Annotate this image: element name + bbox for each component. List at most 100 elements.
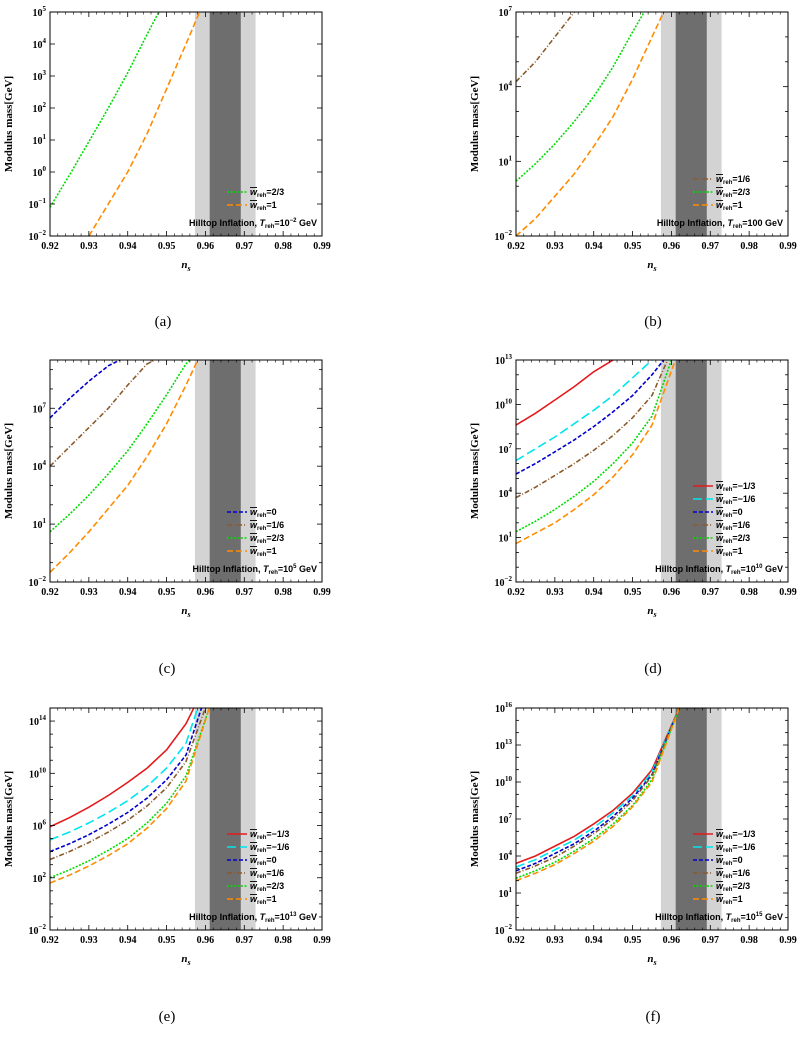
y-tick-exp: 0 [43,165,47,173]
legend-w: w [716,187,724,197]
panel-c: 0.92 0.93 0.94 0.95 0.96 0.97 0.98 0.9910−21011… [3,359,331,619]
note-T-sub: reh [731,570,741,576]
legend-sub: reh [723,513,733,519]
legend-label-w-2/3: wreh=2/3 [250,533,284,545]
y-tick-label: 107 [499,812,513,826]
legend-value: =1 [266,200,276,210]
y-tick-base: 10 [29,717,39,728]
y-tick-label: 107 [33,401,47,415]
legend-label-w-2/3: wreh=2/3 [716,533,750,545]
y-tick-exp: 4 [509,849,513,857]
note-T: T [727,218,734,228]
note-prefix: Hilltop Inflation, [189,218,260,228]
panel-e: 0.92 0.93 0.94 0.95 0.96 0.97 0.98 0.9910−21021… [3,707,331,967]
x-tick-label: 0.92 [41,935,59,946]
x-tick-label: 0.92 [507,241,525,252]
curves [516,360,677,545]
plot-frame [49,707,323,931]
note-T-sub: reh [265,918,275,924]
y-tick-label: 10−2 [29,923,47,937]
y-tick-base: 10 [33,40,43,51]
y-tick-exp: 4 [43,37,47,45]
legend-label-w-1: wreh=1 [716,200,743,212]
curve-w-2/3 [516,360,673,533]
y-axis-label: Modulus mass[GeV] [469,423,481,519]
x-tick-label: 0.95 [624,241,642,252]
note-prefix: Hilltop Inflation, [657,218,728,228]
legend-w: w [250,868,258,878]
y-tick-base: 10 [29,200,39,211]
x-tick-label: 0.92 [41,241,59,252]
ns-band-inner [675,708,707,930]
y-tick-exp: −2 [39,229,47,237]
legend-w: w [250,881,258,891]
legend-sub: reh [723,500,733,506]
legend: wreh=−1/3wreh=−1/6wreh=0wreh=1/6wreh=2/3… [227,829,289,906]
note-T-sub: reh [265,224,275,230]
legend-sub: reh [723,487,733,493]
y-tick-base: 10 [495,778,505,789]
x-tick-label: 0.94 [585,587,603,598]
legend-label-w-1: wreh=1 [716,546,743,558]
legend-sub: reh [257,552,267,558]
x-tick-label: 0.99 [779,935,797,946]
legend-label-w-2/3: wreh=2/3 [716,187,750,199]
note-T: T [260,218,267,228]
legend-sub: reh [257,848,267,854]
legend-sub: reh [257,206,267,212]
y-tick-label: 101 [33,133,47,147]
legend-label-w-0: wreh=0 [250,855,277,867]
reheating-note: Hilltop Inflation, Treh=100 GeV [657,218,783,230]
y-tick-exp: 14 [39,714,47,722]
x-tick-label: 0.96 [663,241,681,252]
y-tick-base: 10 [499,83,509,94]
x-axis-label: ns [647,605,656,619]
legend-w: w [716,533,724,543]
x-tick-label: 0.98 [274,241,292,252]
y-tick-base: 10 [29,232,39,243]
y-tick-label: 102 [33,101,47,115]
note-T-value: =10 [274,218,289,228]
y-tick-exp: −2 [505,923,513,931]
x-tick-label: 0.93 [80,241,98,252]
x-axis-label: ns [181,953,190,967]
plot-frame [515,11,789,237]
legend-sub: reh [723,539,733,545]
y-tick-base: 10 [29,769,39,780]
y-tick-base: 10 [33,822,43,833]
x-tick-label: 0.93 [546,241,564,252]
plot-frame [49,359,323,583]
x-axis-label-sub: s [187,264,191,273]
x-tick-label: 0.92 [507,935,525,946]
x-axis-label-sub: s [187,958,191,967]
x-tick-label: 0.98 [740,587,758,598]
curve-w-1 [88,12,201,236]
x-tick-label: 0.95 [158,587,176,598]
legend-sub: reh [723,193,733,199]
legend-sub: reh [257,193,267,199]
y-tick-base: 10 [499,489,509,500]
legend-label-w-0: wreh=0 [250,507,277,519]
legend-w: w [716,481,724,491]
legend-value: =2/3 [266,533,284,543]
legend-label-w-0: wreh=0 [716,855,743,867]
x-axis-label-sub: s [653,958,657,967]
legend-value: =1 [732,200,742,210]
x-tick-label: 0.99 [313,241,331,252]
y-axis-label: Modulus mass[GeV] [469,771,481,867]
plot-frame [49,11,323,237]
legend-label-w-2/3: wreh=2/3 [250,187,284,199]
legend-label-w-2/3: wreh=2/3 [250,881,284,893]
panel-caption: (a) [155,314,172,330]
x-tick-label: 0.96 [197,587,215,598]
y-axis-label: Modulus mass[GeV] [3,771,15,867]
y-tick-label: 10−2 [495,575,513,589]
ns-band-inner [675,12,707,236]
y-tick-base: 10 [499,852,509,863]
note-T-sub: reh [733,224,743,230]
curve-w-1/6 [516,12,575,83]
x-axis-label-sub: s [653,264,657,273]
